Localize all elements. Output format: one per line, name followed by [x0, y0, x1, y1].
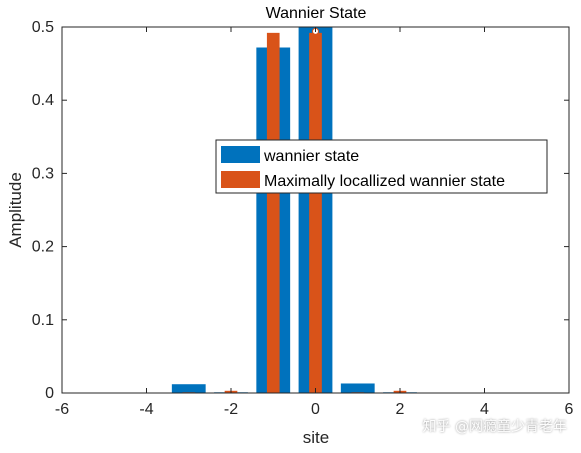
bars-layer: [171, 27, 417, 394]
legend-box: [215, 139, 548, 194]
x-tick-label: 6: [565, 401, 574, 418]
legend: wannier state Maximally locallized wanni…: [215, 139, 548, 194]
y-axis-ticks: 0 0.1 0.2 0.3 0.4 0.5: [32, 19, 569, 402]
y-tick-label: 0.2: [32, 239, 54, 256]
bar-maximally-localized-site-m1: [266, 32, 280, 394]
y-tick-label: 0.5: [32, 19, 54, 36]
y-tick-label: 0.3: [32, 165, 54, 182]
legend-swatch-maximally-localized: [221, 171, 260, 188]
x-tick-label: 0: [311, 401, 320, 418]
y-tick-label: 0.1: [32, 312, 54, 329]
x-axis-label: site: [303, 428, 329, 447]
bar-wannier-state-site-1: [340, 383, 375, 393]
x-tick-label: 4: [480, 401, 489, 418]
x-axis-ticks: -6 -4 -2 0 2 4 6: [55, 27, 574, 418]
bar-maximally-localized-site-0: [309, 32, 322, 394]
y-tick-label: 0.4: [32, 92, 54, 109]
legend-label-wannier-state: wannier state: [263, 148, 359, 165]
x-tick-label: 2: [396, 401, 405, 418]
bar-wannier-state-site-m3: [171, 384, 206, 393]
legend-swatch-wannier-state: [221, 146, 260, 163]
x-tick-label: -4: [139, 401, 153, 418]
watermark: 知乎 @网瘾童少青老年: [422, 419, 567, 435]
chart-title: Wannier State: [266, 5, 367, 22]
y-tick-label: 0: [45, 385, 54, 402]
y-axis-label: Amplitude: [6, 172, 25, 248]
legend-label-maximally-localized: Maximally locallized wannier state: [264, 173, 505, 190]
x-tick-label: -2: [224, 401, 238, 418]
x-tick-label: -6: [55, 401, 69, 418]
